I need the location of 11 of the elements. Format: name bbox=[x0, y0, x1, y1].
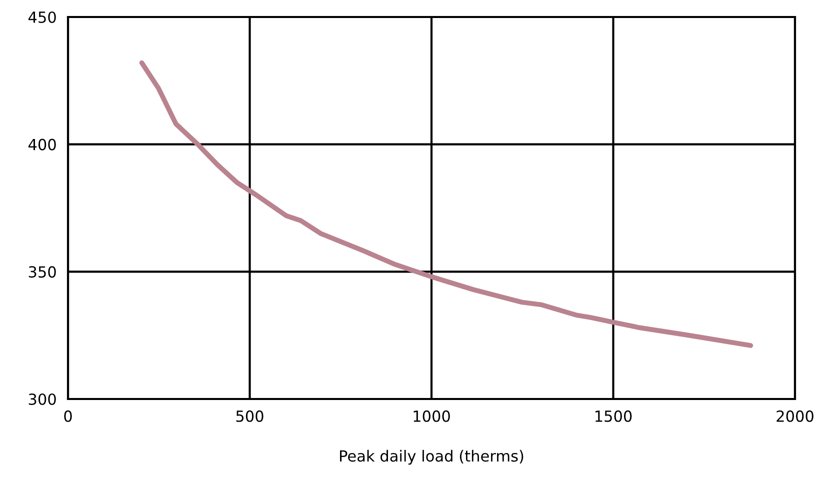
x-tick-label: 1000 bbox=[414, 410, 450, 422]
x-tick-label: 1500 bbox=[595, 410, 632, 422]
y-tick-label: 400 bbox=[28, 138, 56, 150]
y-tick-label: 300 bbox=[28, 393, 56, 406]
y-tick-label: 450 bbox=[28, 11, 56, 24]
x-tick-label: 500 bbox=[236, 410, 264, 422]
line-series bbox=[139, 60, 754, 348]
y-tick-label: 350 bbox=[28, 266, 56, 278]
x-axis-title: Peak daily load (therms) bbox=[340, 450, 524, 465]
x-tick-label: 2000 bbox=[776, 410, 814, 422]
x-tick-label: 0 bbox=[64, 410, 72, 422]
